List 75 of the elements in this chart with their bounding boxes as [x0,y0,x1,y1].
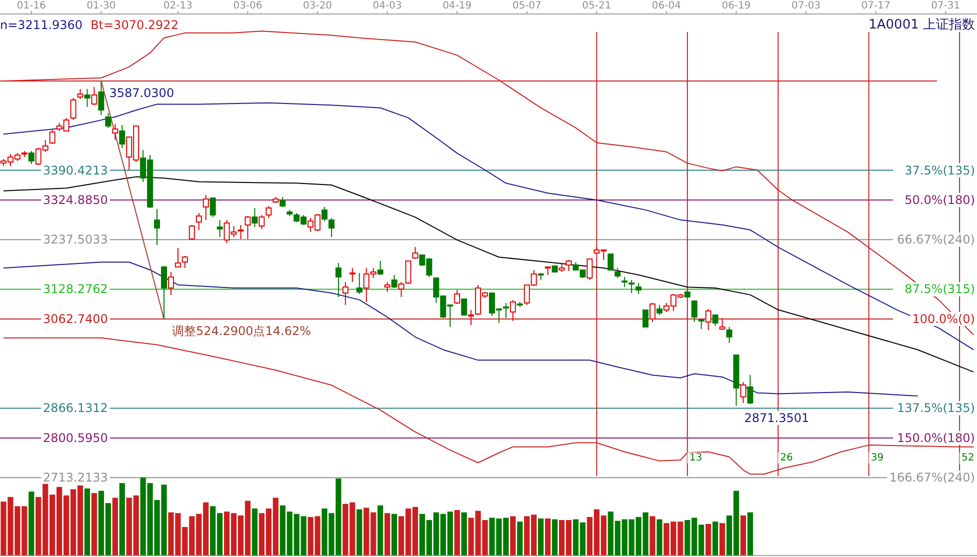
ref-line-label: 3237.5033 [43,232,108,247]
annotation: 150.0%(180) [896,430,975,445]
annotation: 166.67%(240) [889,470,975,485]
candlestick [154,208,160,246]
bar [28,492,34,556]
annotation: 13 [689,452,702,464]
x-tick-label: 07-17 [861,0,890,12]
bar [538,518,544,556]
annotation: 66.67%(240) [896,232,975,247]
bar [552,519,558,556]
ref-line-label: 3062.7400 [43,312,108,326]
x-tick-label: 02-13 [163,0,192,12]
x-tick-label: 03-06 [233,0,262,12]
annotation: 100.0%(0) [912,312,975,326]
ref-line-label: 3390.4213 [43,163,108,178]
ref-line-label: 2800.5950 [43,430,108,445]
bar [719,523,726,556]
candlestick [216,220,223,238]
bar [119,483,125,556]
candlestick [468,309,474,326]
x-tick-label: 01-16 [16,0,46,12]
candlestick [98,80,104,116]
bar [391,514,398,556]
bar [91,493,98,556]
bar [656,519,662,556]
bar [740,515,746,556]
annotation: 87.5%(315) [904,282,975,296]
ref-line-label: 3128.2762 [43,282,108,296]
annotation: n=3211.9360 [0,18,83,32]
bar [112,498,118,556]
bar [252,508,258,556]
candlestick [349,267,356,283]
ref-line-label: 2866.1312 [43,401,108,416]
annotation: 137.5%(135) [896,401,975,416]
annotation: Bt=3070.2922 [90,18,178,32]
bar [706,524,712,556]
annotation: 39 [870,452,884,464]
bar [84,488,90,556]
annotation: 37.5%(135) [904,163,975,178]
annotation: 50.0%(180) [904,193,975,208]
candlestick [342,282,348,306]
candlestick [84,88,90,108]
candlestick [238,224,244,240]
bar [510,516,516,556]
ref-line-label: 3324.8850 [43,193,108,208]
candlestick [168,271,174,296]
bar [356,509,362,556]
annotation: 2871.3501 [744,410,810,425]
bar [517,522,523,556]
x-tick-label: 07-03 [791,0,821,12]
bar [454,510,460,556]
candlestick [335,262,342,298]
x-tick-label: 06-19 [722,0,751,12]
x-tick-label: 07-31 [931,0,960,12]
bar [461,512,467,556]
ref-line-label: 2713.2133 [43,470,108,485]
bar [747,512,753,556]
x-tick-label: 06-04 [652,0,681,12]
annotation: 调整524.2900点14.62% [172,324,312,338]
bar [712,522,718,556]
bar [545,518,551,556]
candlestick [112,124,118,140]
annotation: 3587.0300 [109,86,174,100]
x-tick-label: 05-07 [512,0,542,12]
annotation: 26 [780,452,793,464]
chart-title: 1A0001 上证指数 [868,18,975,32]
x-tick-label: 04-03 [372,0,402,12]
x-tick-label: 04-19 [442,0,472,12]
bar [384,513,390,556]
annotation: 52 [962,452,974,464]
bar [378,505,384,556]
bar [650,516,656,556]
x-tick-label: 05-21 [582,0,612,12]
x-tick-label: 03-20 [302,0,332,12]
x-tick-label: 01-30 [86,0,116,12]
